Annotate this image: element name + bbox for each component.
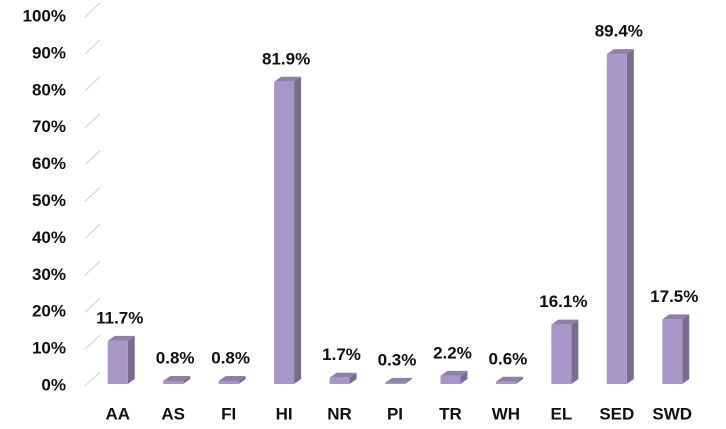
bar-front xyxy=(662,319,683,384)
grid-line xyxy=(84,2,101,18)
bar-side xyxy=(460,370,468,384)
value-label: 0.8% xyxy=(156,349,195,368)
bar xyxy=(329,372,357,384)
y-tick-label: 10% xyxy=(32,339,66,358)
x-tick-label: SED xyxy=(599,404,634,423)
bar xyxy=(163,376,191,384)
bar-side xyxy=(515,376,523,384)
bar-front xyxy=(329,377,350,384)
bar-front xyxy=(385,382,405,384)
grid-line xyxy=(84,113,101,129)
value-label: 1.7% xyxy=(322,345,361,364)
bar-side xyxy=(682,314,690,384)
bar xyxy=(440,370,468,384)
bar xyxy=(495,376,523,384)
y-tick-label: 0% xyxy=(41,375,66,394)
bar-side xyxy=(127,335,135,384)
grid-line xyxy=(84,39,101,55)
value-label: 0.6% xyxy=(489,349,528,368)
y-tick-label: 50% xyxy=(32,191,66,210)
bar xyxy=(662,314,690,384)
bar-front xyxy=(551,324,572,384)
value-label: 0.3% xyxy=(378,350,417,369)
grid-line xyxy=(84,76,101,92)
y-tick-label: 90% xyxy=(32,43,66,62)
value-label: 0.8% xyxy=(211,349,250,368)
y-tick-label: 70% xyxy=(32,117,66,136)
x-tick-label: EL xyxy=(550,404,572,423)
bar-side xyxy=(349,372,357,384)
bar-top xyxy=(385,377,412,383)
bar-front xyxy=(606,54,627,384)
value-label: 17.5% xyxy=(650,287,698,306)
bar-top xyxy=(551,319,579,325)
bar-front xyxy=(274,81,295,384)
x-tick-label: TR xyxy=(439,404,462,423)
bar-top xyxy=(163,376,191,382)
bar xyxy=(107,335,135,384)
x-tick-label: NR xyxy=(327,404,352,423)
x-tick-label: AS xyxy=(161,404,185,423)
grid-line xyxy=(84,334,101,350)
grid-line xyxy=(84,297,101,313)
bar xyxy=(551,319,579,384)
grid-line xyxy=(84,150,101,165)
y-tick-label: 20% xyxy=(32,302,66,321)
x-tick-label: SWD xyxy=(652,404,692,423)
bar-side xyxy=(626,49,634,384)
y-tick-label: 80% xyxy=(32,80,66,99)
grid-line xyxy=(84,224,101,239)
bar-top xyxy=(495,376,523,382)
x-tick-label: HI xyxy=(276,404,293,423)
x-tick-label: WH xyxy=(492,404,520,423)
grid-line xyxy=(84,187,101,202)
grid-line xyxy=(84,371,101,387)
bar-front xyxy=(107,340,128,384)
bar-side xyxy=(571,319,579,384)
bar-top xyxy=(107,335,135,341)
bar-top xyxy=(662,314,690,320)
bar-side xyxy=(183,376,191,384)
bar xyxy=(274,76,302,384)
bar xyxy=(385,377,412,384)
x-tick-label: PI xyxy=(387,404,403,423)
value-label: 16.1% xyxy=(539,292,587,311)
value-label: 89.4% xyxy=(595,22,643,41)
bar-side xyxy=(294,76,302,384)
bar-front xyxy=(440,375,461,384)
y-tick-label: 100% xyxy=(23,6,66,25)
bar-top xyxy=(274,76,302,82)
y-tick-label: 60% xyxy=(32,154,66,173)
bar-front xyxy=(495,381,516,384)
bar xyxy=(218,376,246,384)
x-tick-label: AA xyxy=(105,404,130,423)
x-tick-label: FI xyxy=(221,404,236,423)
value-label: 81.9% xyxy=(262,49,310,68)
bar-top xyxy=(218,376,246,382)
bar-top xyxy=(329,372,357,378)
bar xyxy=(606,49,634,384)
y-tick-label: 40% xyxy=(32,228,66,247)
bar-front xyxy=(163,381,184,384)
bar-front xyxy=(218,381,239,384)
bar-side xyxy=(405,377,412,384)
value-label: 11.7% xyxy=(96,308,143,327)
grid-line xyxy=(84,260,101,276)
bar-top xyxy=(606,49,634,55)
bar-side xyxy=(238,376,246,384)
value-label: 2.2% xyxy=(433,343,472,362)
bar-top xyxy=(440,370,468,376)
y-tick-label: 30% xyxy=(32,265,66,284)
